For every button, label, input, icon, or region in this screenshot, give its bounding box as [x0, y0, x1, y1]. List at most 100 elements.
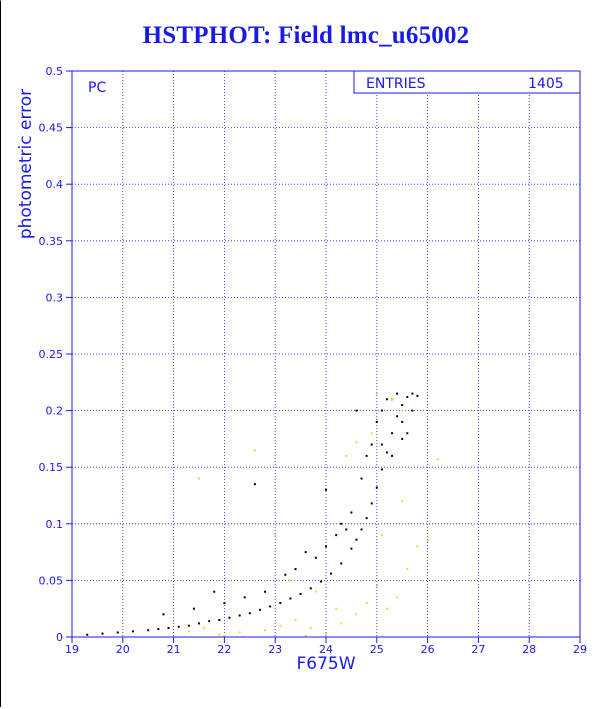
stats-value: 1405: [528, 76, 564, 92]
plot-border: [71, 70, 581, 638]
data-point-primary: [401, 437, 404, 440]
data-point-secondary: [309, 626, 312, 629]
data-point-secondary: [304, 634, 307, 637]
data-point-primary: [355, 538, 358, 541]
data-point-primary: [167, 626, 170, 629]
data-point-secondary: [294, 619, 297, 622]
x-tick-label: 21: [167, 643, 181, 656]
data-point-secondary: [396, 596, 399, 599]
data-point-secondary: [416, 545, 419, 548]
data-point-primary: [198, 622, 200, 625]
data-point-secondary: [238, 631, 241, 634]
data-point-secondary: [391, 398, 394, 401]
y-axis-label: photometric error: [16, 89, 36, 239]
x-tick-label: 29: [573, 643, 587, 656]
data-point-primary: [223, 602, 226, 605]
data-point-primary: [391, 454, 394, 457]
y-axis-ticks: 0 0.05 0.1 0.15 0.2 0.25 0.3 0.35 0.4 0.45 0.5: [39, 65, 72, 644]
data-point-primary: [279, 602, 282, 605]
data-point-primary: [340, 562, 343, 565]
data-point-secondary: [375, 585, 378, 588]
data-point-primary: [360, 528, 363, 531]
data-point-primary: [355, 409, 358, 412]
data-point-primary: [380, 443, 383, 446]
data-point-primary: [238, 614, 241, 617]
data-point-secondary: [198, 477, 200, 480]
chart-title: HSTPHOT: Field lmc_u65002: [142, 22, 470, 49]
data-point-primary: [177, 625, 180, 628]
data-point-primary: [406, 396, 409, 399]
y-tick-label: 0.45: [39, 122, 64, 135]
data-point-primary: [360, 477, 363, 480]
data-point-secondary: [370, 432, 373, 435]
data-point-secondary: [325, 632, 327, 635]
data-point-secondary: [340, 622, 343, 625]
x-tick-label: 22: [217, 643, 231, 656]
data-point-primary: [187, 624, 190, 627]
data-point-primary: [192, 607, 195, 610]
grid-lines: [72, 71, 580, 637]
data-point-secondary: [264, 629, 267, 632]
data-point-secondary: [385, 607, 388, 610]
data-point-primary: [162, 613, 165, 616]
stats-box: ENTRIES 1405: [353, 70, 581, 94]
data-point-primary: [406, 432, 409, 435]
x-tick-label: 24: [319, 643, 333, 656]
x-tick-label: 28: [522, 643, 536, 656]
y-tick-label: 0.35: [39, 235, 64, 248]
y-tick-label: 0.1: [46, 518, 64, 531]
data-point-primary: [213, 590, 216, 593]
data-point-primary: [375, 486, 378, 489]
data-point-primary: [375, 420, 378, 423]
x-axis-ticks: 19 20 21 22 23 24 25 26 27 28 29: [65, 637, 587, 656]
data-point-primary: [396, 415, 399, 418]
data-point-primary: [86, 633, 89, 636]
data-point-primary: [370, 502, 373, 505]
data-point-primary: [350, 547, 353, 550]
data-point-secondary: [253, 449, 256, 452]
data-point-secondary: [426, 539, 429, 542]
data-point-primary: [264, 590, 267, 593]
data-point-primary: [411, 392, 414, 395]
data-point-primary: [401, 403, 404, 406]
y-tick-label: 0.15: [39, 461, 64, 474]
data-point-primary: [380, 409, 383, 412]
data-point-primary: [258, 608, 261, 611]
y-tick-label: 0.2: [46, 405, 64, 418]
data-point-primary: [365, 517, 368, 520]
data-point-primary: [370, 443, 373, 446]
data-point-primary: [299, 592, 302, 595]
data-point-secondary: [355, 613, 358, 616]
data-point-primary: [269, 605, 272, 608]
data-point-primary: [284, 573, 287, 576]
data-point-primary: [345, 528, 348, 531]
x-tick-label: 27: [471, 643, 485, 656]
data-point-primary: [325, 488, 327, 491]
data-point-secondary: [279, 624, 282, 627]
panel-label: PC: [88, 80, 106, 96]
data-point-primary: [101, 632, 104, 635]
data-point-secondary: [345, 454, 348, 457]
data-point-secondary: [406, 568, 409, 571]
data-point-secondary: [355, 441, 358, 444]
data-point-secondary: [314, 590, 317, 593]
y-tick-label: 0.3: [46, 291, 64, 304]
y-tick-label: 0: [56, 631, 63, 644]
data-point-primary: [350, 511, 353, 514]
y-tick-label: 0.5: [46, 65, 64, 78]
x-tick-label: 25: [370, 643, 384, 656]
data-point-primary: [411, 409, 414, 412]
data-point-secondary: [274, 534, 277, 537]
data-point-primary: [335, 534, 338, 537]
data-point-primary: [365, 454, 368, 457]
data-point-secondary: [218, 633, 221, 636]
data-point-primary: [396, 392, 399, 395]
data-point-primary: [385, 451, 388, 454]
x-tick-label: 23: [268, 643, 282, 656]
data-point-primary: [218, 619, 221, 622]
data-point-primary: [131, 630, 134, 633]
data-point-primary: [294, 568, 297, 571]
data-point-secondary: [187, 630, 190, 633]
